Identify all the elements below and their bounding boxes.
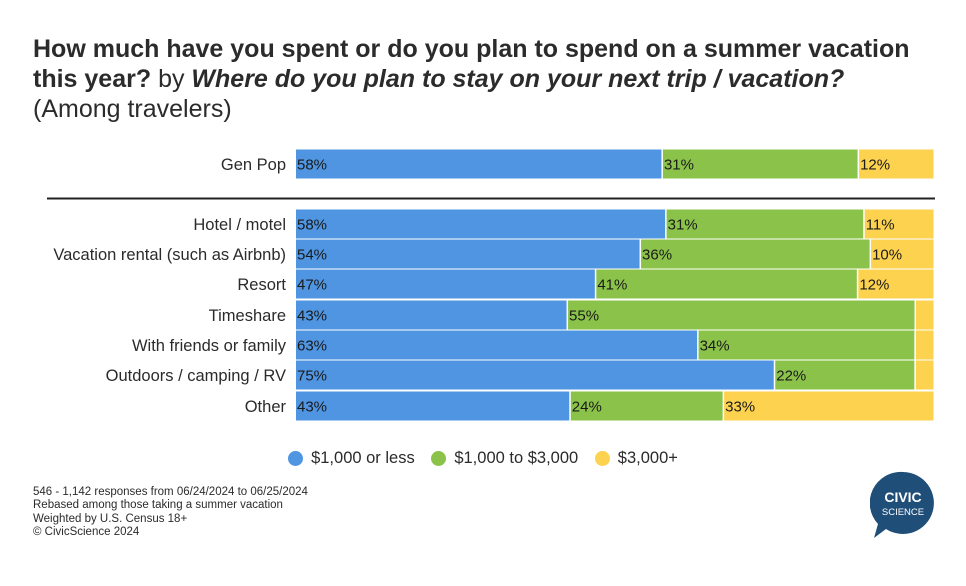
value-label-low-with-friends-or-family: 63% xyxy=(297,338,327,355)
category-label-gen-pop: Gen Pop xyxy=(221,156,286,174)
bar-mid-timeshare xyxy=(568,300,915,330)
bar-low-gen-pop xyxy=(296,149,662,179)
bar-mid-other xyxy=(570,391,723,421)
legend-dot-high xyxy=(594,451,610,466)
footnote-copyright: © CivicScience 2024 xyxy=(33,525,140,538)
title-subtitle: (Among travelers) xyxy=(33,95,232,123)
bar-high-with-friends-or-family xyxy=(915,330,934,360)
value-label-low-resort: 47% xyxy=(297,277,327,294)
bar-low-other xyxy=(296,391,570,421)
legend-label-mid: $1,000 to $3,000 xyxy=(454,449,579,467)
value-label-mid-resort: 41% xyxy=(597,277,627,294)
chart-title: How much have you spent or do you plan t… xyxy=(33,34,933,124)
value-label-mid-with-friends-or-family: 34% xyxy=(700,338,730,355)
value-label-high-gen-pop: 12% xyxy=(860,157,890,174)
legend-label-low: $1,000 or less xyxy=(311,449,415,467)
value-label-high-hotel-motel: 11% xyxy=(866,217,895,234)
bar-mid-hotel-motel xyxy=(666,209,864,239)
value-label-mid-timeshare: 55% xyxy=(569,308,599,325)
value-label-mid-outdoors-camping-rv: 22% xyxy=(776,368,806,385)
bar-low-with-friends-or-family xyxy=(296,330,698,360)
bar-high-gen-pop xyxy=(859,149,934,179)
bar-low-hotel-motel xyxy=(296,209,666,239)
title-by: by xyxy=(158,65,185,93)
title-segment: Where do you plan to stay on your next t… xyxy=(191,65,845,93)
bar-low-vacation-rental-such-as-airbnb xyxy=(296,239,640,269)
value-label-mid-hotel-motel: 31% xyxy=(668,217,698,234)
bar-high-vacation-rental-such-as-airbnb xyxy=(871,239,934,269)
value-label-high-vacation-rental-such-as-airbnb: 10% xyxy=(872,247,902,264)
value-label-mid-other: 24% xyxy=(572,399,602,416)
bar-high-other xyxy=(724,391,934,421)
bar-high-timeshare xyxy=(916,300,934,330)
legend-item-low: $1,000 or less xyxy=(288,449,415,468)
category-label-hotel-motel: Hotel / motel xyxy=(193,216,286,234)
category-label-outdoors-camping-rv: Outdoors / camping / RV xyxy=(106,367,286,385)
legend: $1,000 or less $1,000 to $3,000 $3,000+ xyxy=(0,449,966,471)
value-label-low-other: 43% xyxy=(297,399,327,416)
value-label-low-timeshare: 43% xyxy=(297,308,327,325)
bar-low-timeshare xyxy=(296,300,567,330)
legend-dot-low xyxy=(288,451,304,466)
value-label-low-outdoors-camping-rv: 75% xyxy=(297,368,327,385)
value-label-low-gen-pop: 58% xyxy=(297,157,327,174)
bar-high-resort xyxy=(858,269,934,299)
logo-line-1: CIVIC xyxy=(884,489,921,505)
legend-item-high: $3,000+ xyxy=(594,449,678,468)
category-label-with-friends-or-family: With friends or family xyxy=(132,337,287,355)
category-label-vacation-rental-such-as-airbnb: Vacation rental (such as Airbnb) xyxy=(53,246,286,264)
footnote-weighting: Weighted by U.S. Census 18+ xyxy=(33,512,188,525)
value-label-high-resort: 12% xyxy=(859,277,889,294)
value-label-mid-vacation-rental-such-as-airbnb: 36% xyxy=(642,247,672,264)
value-label-high-other: 33% xyxy=(725,399,755,416)
footnote-rebased: Rebased among those taking a summer vaca… xyxy=(33,499,283,512)
category-label-resort: Resort xyxy=(237,276,286,294)
bar-mid-resort xyxy=(596,269,857,299)
civicscience-logo: CIVIC SCIENCE xyxy=(870,471,934,538)
category-label-timeshare: Timeshare xyxy=(209,307,286,325)
legend-item-mid: $1,000 to $3,000 xyxy=(431,449,578,468)
logo-line-2: SCIENCE xyxy=(882,507,924,518)
legend-dot-mid xyxy=(431,451,447,466)
title-question: How much have you spent or do you plan t… xyxy=(33,35,910,93)
footnotes: 546 - 1,142 responses from 06/24/2024 to… xyxy=(33,486,308,539)
bar-mid-outdoors-camping-rv xyxy=(775,360,915,390)
value-label-low-vacation-rental-such-as-airbnb: 54% xyxy=(297,247,327,264)
bar-high-outdoors-camping-rv xyxy=(915,360,934,390)
bar-mid-with-friends-or-family xyxy=(698,330,915,360)
footnote-responses: 546 - 1,142 responses from 06/24/2024 to… xyxy=(33,486,308,498)
bar-high-hotel-motel xyxy=(864,209,934,239)
bar-low-outdoors-camping-rv xyxy=(296,360,774,390)
value-label-low-hotel-motel: 58% xyxy=(297,217,327,234)
value-label-mid-gen-pop: 31% xyxy=(664,157,694,174)
logo-badge-icon xyxy=(870,471,934,538)
bar-low-resort xyxy=(296,269,595,299)
legend-label-high: $3,000+ xyxy=(617,449,678,467)
category-label-other: Other xyxy=(245,398,287,416)
bar-mid-vacation-rental-such-as-airbnb xyxy=(641,239,870,269)
bar-mid-gen-pop xyxy=(662,149,858,179)
